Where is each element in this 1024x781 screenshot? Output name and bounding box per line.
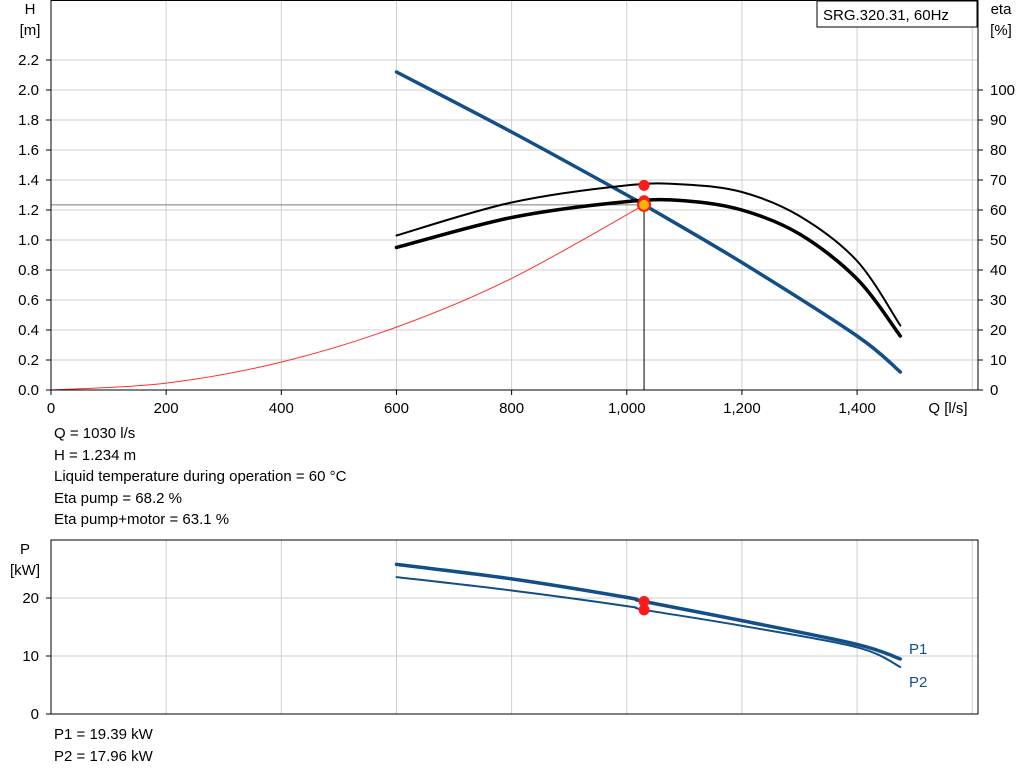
power-info: P1 = 19.39 kW P2 = 17.96 kW [54, 724, 153, 767]
flow-axis-ticks: 0 200 400 600 800 1,000 1,200 1,400 [47, 390, 876, 417]
eta-tick-label: 40 [990, 262, 1007, 279]
info-eta-pump: Eta pump = 68.2 % [54, 489, 182, 507]
head-tick-label: 1.8 [18, 112, 39, 129]
flow-tick-label: 400 [269, 400, 294, 417]
power-axis-unit: [kW] [10, 562, 40, 579]
system-curve [50, 204, 645, 391]
top-curves [50, 70, 903, 391]
p2-point [638, 604, 650, 616]
eta-tick-label: 60 [990, 202, 1007, 219]
info-eta-total: Eta pump+motor = 63.1 % [54, 511, 230, 528]
head-tick-label: 2.2 [18, 52, 39, 69]
eta-tick-label: 30 [990, 292, 1007, 309]
flow-tick-label: 1,200 [723, 400, 761, 417]
eta-total-curve [394, 197, 903, 338]
head-tick-label: 0.2 [18, 352, 39, 369]
head-tick-label: 1.6 [18, 142, 39, 159]
operating-point-info: Q = 1030 l/s H = 1.234 m Liquid temperat… [54, 423, 346, 531]
flow-tick-label: 600 [384, 400, 409, 417]
p1-series-label: P1 [909, 641, 927, 658]
power-axis-ticks: 0 10 20 [22, 590, 51, 723]
head-efficiency-chart: 0 200 400 600 800 1,000 1,200 1,400 0.00.20.40.… [18, 0, 1015, 417]
info-temperature: Liquid temperature during operation = 60… [54, 468, 347, 485]
bottom-grid [51, 540, 978, 714]
head-tick-label: 0.8 [18, 262, 39, 279]
head-axis-unit: [m] [20, 22, 41, 39]
eta-tick-label: 100 [990, 82, 1015, 99]
head-tick-label: 2.0 [18, 82, 39, 99]
eta-tick-label: 70 [990, 172, 1007, 189]
p1-point [638, 596, 650, 608]
info-p2: P2 = 17.96 kW [54, 747, 153, 765]
eta-axis-ticks: 0 10 20 30 40 50 60 70 80 90 100 [978, 82, 1015, 399]
eta-tick-label: 90 [990, 112, 1007, 129]
p2-curve [395, 576, 902, 668]
bottom-curves [394, 562, 903, 668]
head-axis-symbol: H [25, 1, 36, 18]
power-axis-symbol: P [20, 541, 30, 558]
head-tick-label: 1.0 [18, 232, 39, 249]
top-grid [51, 0, 978, 390]
eta-tick-label: 0 [990, 382, 998, 399]
head-tick-label: 1.2 [18, 202, 39, 219]
head-tick-label: 1.4 [18, 172, 39, 189]
info-p1: P1 = 19.39 kW [54, 726, 153, 743]
head-tick-label: 0.4 [18, 322, 39, 339]
info-head: H = 1.234 m [54, 446, 137, 464]
duty-point [637, 197, 652, 212]
eta-tick-label: 80 [990, 142, 1007, 159]
eta-tick-label: 50 [990, 232, 1007, 249]
eta-tick-label: 10 [990, 352, 1007, 369]
model-label: SRG.320.31, 60Hz [823, 7, 949, 24]
eta-pump-point [638, 179, 650, 191]
flow-tick-label: 0 [47, 400, 55, 417]
model-label-box: SRG.320.31, 60Hz [816, 0, 978, 28]
info-flow: Q = 1030 l/s [54, 425, 136, 442]
eta-tick-label: 20 [990, 322, 1007, 339]
power-tick-label: 10 [22, 648, 39, 665]
head-tick-label: 0.6 [18, 292, 39, 309]
bottom-plot-frame [50, 539, 979, 715]
power-tick-label: 0 [31, 706, 39, 723]
flow-axis-label: Q [l/s] [928, 400, 967, 417]
top-plot-frame [50, 0, 979, 391]
flow-tick-label: 200 [154, 400, 179, 417]
eta-pump-curve [395, 182, 902, 327]
head-curve [394, 70, 903, 374]
power-tick-label: 20 [22, 590, 39, 607]
p2-series-label: P2 [909, 674, 927, 691]
flow-tick-label: 1,000 [608, 400, 646, 417]
eta-axis-symbol: eta [991, 1, 1013, 18]
eta-axis-unit: [%] [990, 22, 1012, 39]
head-tick-label: 0.0 [18, 382, 39, 399]
power-chart: 0 10 20 P [kW] P1 P2 [10, 539, 979, 723]
flow-tick-label: 1,400 [838, 400, 876, 417]
head-axis-ticks: 0.0 0.2 0.4 0.6 0.8 1.0 1.2 1.4 1.6 1.8 2.0 2.2 [18, 52, 51, 399]
flow-tick-label: 800 [499, 400, 524, 417]
